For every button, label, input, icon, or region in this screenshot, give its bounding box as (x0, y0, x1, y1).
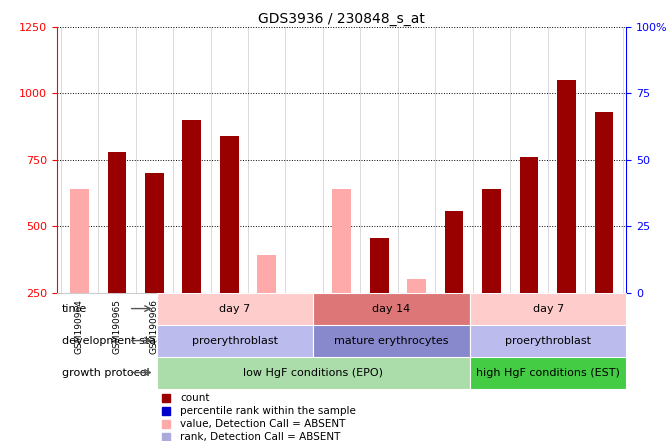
Bar (482, 189, 501, 293)
Bar (557, 80, 576, 293)
Title: GDS3936 / 230848_s_at: GDS3936 / 230848_s_at (258, 12, 425, 26)
Bar (594, 112, 613, 293)
Bar (332, 189, 351, 293)
Text: low HgF conditions (EPO): low HgF conditions (EPO) (243, 368, 383, 377)
Text: value, Detection Call = ABSENT: value, Detection Call = ABSENT (180, 419, 346, 429)
Bar (70, 189, 89, 293)
Bar (157, 325, 314, 357)
Bar (157, 293, 314, 325)
Bar (470, 293, 626, 325)
Text: proerythroblast: proerythroblast (505, 336, 591, 345)
Bar (182, 120, 201, 293)
Text: high HgF conditions (EST): high HgF conditions (EST) (476, 368, 620, 377)
Bar (370, 238, 389, 293)
Text: rank, Detection Call = ABSENT: rank, Detection Call = ABSENT (180, 432, 340, 442)
Bar (520, 157, 539, 293)
Bar (407, 279, 426, 293)
Bar (445, 211, 464, 293)
Bar (220, 136, 239, 293)
Text: count: count (180, 392, 210, 403)
Text: growth protocol: growth protocol (62, 368, 149, 377)
Bar (470, 325, 626, 357)
Bar (145, 173, 163, 293)
Text: proerythroblast: proerythroblast (192, 336, 278, 345)
Text: day 7: day 7 (533, 304, 563, 313)
Bar (470, 357, 626, 388)
Text: percentile rank within the sample: percentile rank within the sample (180, 406, 356, 416)
Text: day 7: day 7 (219, 304, 251, 313)
Bar (314, 325, 470, 357)
Bar (107, 152, 126, 293)
Text: development stage: development stage (62, 336, 170, 345)
Bar (314, 293, 470, 325)
Text: mature erythrocytes: mature erythrocytes (334, 336, 449, 345)
Text: day 14: day 14 (373, 304, 411, 313)
Text: time: time (62, 304, 87, 313)
Bar (257, 255, 276, 293)
Bar (157, 357, 470, 388)
